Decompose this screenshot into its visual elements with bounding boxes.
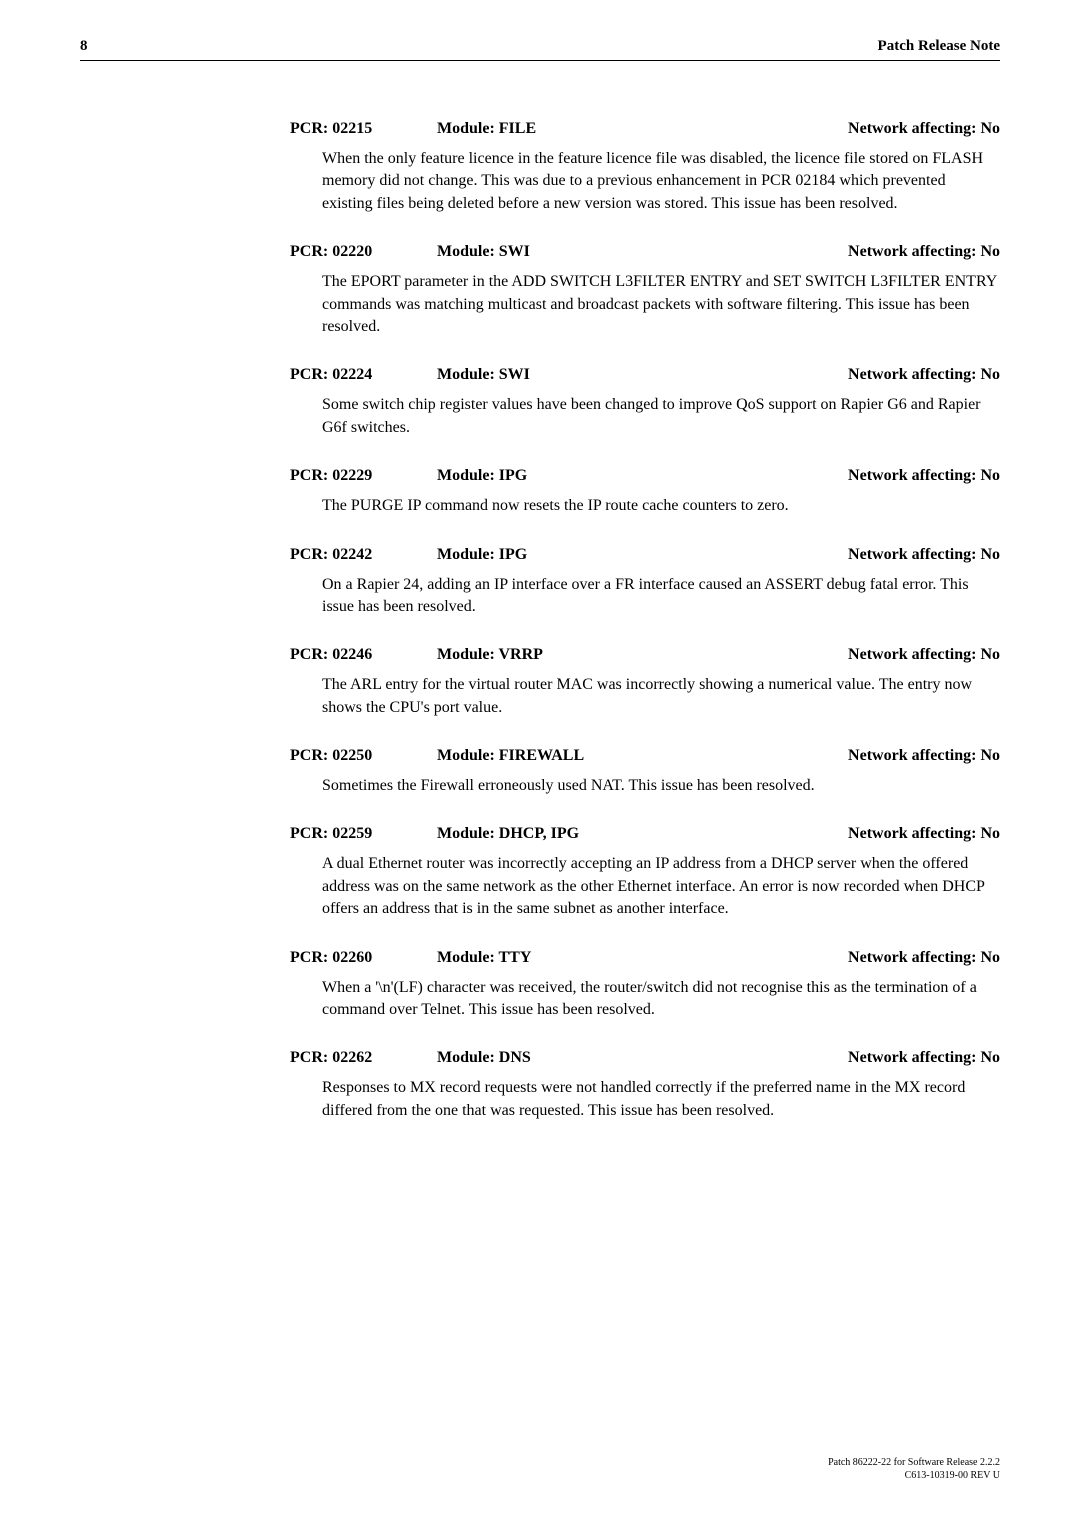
entry-description: Sometimes the Firewall erroneously used … <box>322 775 1000 797</box>
header-title: Patch Release Note <box>878 38 1000 55</box>
network-affecting: Network affecting: No <box>848 646 1000 664</box>
content-area: PCR: 02215 Module: FILE Network affectin… <box>290 120 1000 1150</box>
network-affecting: Network affecting: No <box>848 366 1000 384</box>
pcr-number: PCR: 02250 <box>290 747 415 765</box>
entry-description: When the only feature licence in the fea… <box>322 148 1000 215</box>
footer-release-info: Patch 86222-22 for Software Release 2.2.… <box>828 1456 1000 1469</box>
entry-header: PCR: 02250 Module: FIREWALL Network affe… <box>290 747 1000 765</box>
pcr-number: PCR: 02260 <box>290 949 415 967</box>
pcr-entry: PCR: 02224 Module: SWI Network affecting… <box>290 366 1000 439</box>
entry-description: The PURGE IP command now resets the IP r… <box>322 495 1000 517</box>
module-name: Module: DNS <box>415 1049 848 1067</box>
header-divider <box>80 60 1000 61</box>
pcr-number: PCR: 02242 <box>290 546 415 564</box>
entry-description: The EPORT parameter in the ADD SWITCH L3… <box>322 271 1000 338</box>
module-name: Module: IPG <box>415 467 848 485</box>
pcr-entry: PCR: 02259 Module: DHCP, IPG Network aff… <box>290 825 1000 920</box>
entry-header: PCR: 02246 Module: VRRP Network affectin… <box>290 646 1000 664</box>
network-affecting: Network affecting: No <box>848 825 1000 843</box>
entry-description: When a '\n'(LF) character was received, … <box>322 977 1000 1022</box>
entry-header: PCR: 02220 Module: SWI Network affecting… <box>290 243 1000 261</box>
pcr-entry: PCR: 02220 Module: SWI Network affecting… <box>290 243 1000 338</box>
pcr-number: PCR: 02224 <box>290 366 415 384</box>
pcr-entry: PCR: 02250 Module: FIREWALL Network affe… <box>290 747 1000 797</box>
page-footer: Patch 86222-22 for Software Release 2.2.… <box>828 1456 1000 1482</box>
pcr-number: PCR: 02215 <box>290 120 415 138</box>
entry-header: PCR: 02224 Module: SWI Network affecting… <box>290 366 1000 384</box>
entry-header: PCR: 02259 Module: DHCP, IPG Network aff… <box>290 825 1000 843</box>
network-affecting: Network affecting: No <box>848 120 1000 138</box>
module-name: Module: SWI <box>415 243 848 261</box>
entry-header: PCR: 02229 Module: IPG Network affecting… <box>290 467 1000 485</box>
module-name: Module: VRRP <box>415 646 848 664</box>
module-name: Module: FIREWALL <box>415 747 848 765</box>
network-affecting: Network affecting: No <box>848 747 1000 765</box>
pcr-entry: PCR: 02242 Module: IPG Network affecting… <box>290 546 1000 619</box>
network-affecting: Network affecting: No <box>848 243 1000 261</box>
network-affecting: Network affecting: No <box>848 546 1000 564</box>
entry-description: Responses to MX record requests were not… <box>322 1077 1000 1122</box>
pcr-entry: PCR: 02215 Module: FILE Network affectin… <box>290 120 1000 215</box>
entry-header: PCR: 02260 Module: TTY Network affecting… <box>290 949 1000 967</box>
module-name: Module: TTY <box>415 949 848 967</box>
pcr-number: PCR: 02262 <box>290 1049 415 1067</box>
network-affecting: Network affecting: No <box>848 1049 1000 1067</box>
pcr-entry: PCR: 02262 Module: DNS Network affecting… <box>290 1049 1000 1122</box>
entry-header: PCR: 02215 Module: FILE Network affectin… <box>290 120 1000 138</box>
entry-description: On a Rapier 24, adding an IP interface o… <box>322 574 1000 619</box>
page-number: 8 <box>80 38 88 55</box>
pcr-number: PCR: 02220 <box>290 243 415 261</box>
module-name: Module: SWI <box>415 366 848 384</box>
module-name: Module: DHCP, IPG <box>415 825 848 843</box>
pcr-number: PCR: 02246 <box>290 646 415 664</box>
pcr-entry: PCR: 02229 Module: IPG Network affecting… <box>290 467 1000 517</box>
pcr-number: PCR: 02259 <box>290 825 415 843</box>
entry-description: The ARL entry for the virtual router MAC… <box>322 674 1000 719</box>
entry-description: A dual Ethernet router was incorrectly a… <box>322 853 1000 920</box>
footer-doc-number: C613-10319-00 REV U <box>828 1469 1000 1482</box>
pcr-entry: PCR: 02246 Module: VRRP Network affectin… <box>290 646 1000 719</box>
network-affecting: Network affecting: No <box>848 467 1000 485</box>
entry-description: Some switch chip register values have be… <box>322 394 1000 439</box>
network-affecting: Network affecting: No <box>848 949 1000 967</box>
pcr-number: PCR: 02229 <box>290 467 415 485</box>
entry-header: PCR: 02262 Module: DNS Network affecting… <box>290 1049 1000 1067</box>
module-name: Module: FILE <box>415 120 848 138</box>
module-name: Module: IPG <box>415 546 848 564</box>
pcr-entry: PCR: 02260 Module: TTY Network affecting… <box>290 949 1000 1022</box>
entry-header: PCR: 02242 Module: IPG Network affecting… <box>290 546 1000 564</box>
